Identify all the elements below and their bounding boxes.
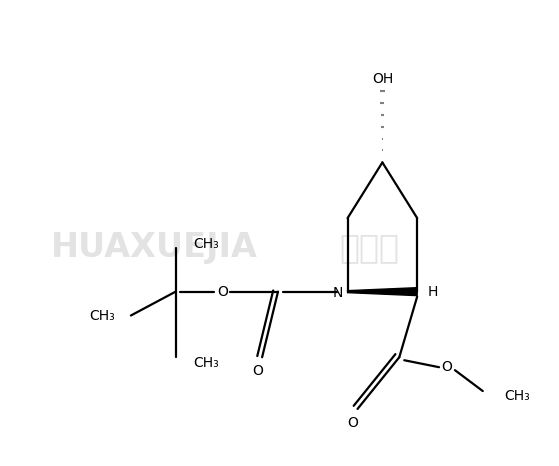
Text: OH: OH	[372, 72, 393, 86]
Text: O: O	[253, 364, 263, 378]
Text: CH₃: CH₃	[505, 389, 530, 403]
Polygon shape	[348, 288, 417, 295]
Text: CH₃: CH₃	[89, 308, 115, 322]
Text: CH₃: CH₃	[193, 237, 219, 251]
Text: O: O	[217, 285, 228, 299]
Text: O: O	[442, 360, 452, 374]
Text: N: N	[333, 286, 343, 300]
Text: 化学加: 化学加	[340, 232, 400, 264]
Text: CH₃: CH₃	[193, 356, 219, 370]
Text: O: O	[347, 416, 358, 430]
Text: HUAXUEJIA: HUAXUEJIA	[51, 232, 258, 264]
Text: H: H	[428, 285, 438, 299]
